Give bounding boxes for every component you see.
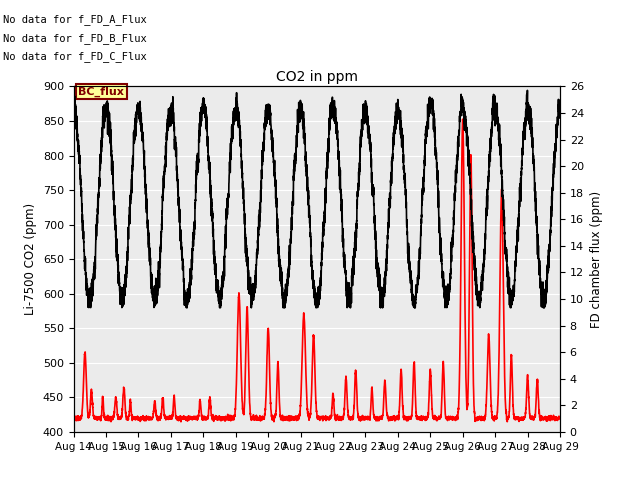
Text: No data for f_FD_B_Flux: No data for f_FD_B_Flux — [3, 33, 147, 44]
Y-axis label: FD chamber flux (ppm): FD chamber flux (ppm) — [589, 191, 602, 328]
Title: CO2 in ppm: CO2 in ppm — [276, 70, 358, 84]
Text: No data for f_FD_C_Flux: No data for f_FD_C_Flux — [3, 51, 147, 62]
Text: BC_flux: BC_flux — [79, 86, 124, 96]
Y-axis label: Li-7500 CO2 (ppm): Li-7500 CO2 (ppm) — [24, 203, 37, 315]
Text: No data for f_FD_A_Flux: No data for f_FD_A_Flux — [3, 14, 147, 25]
